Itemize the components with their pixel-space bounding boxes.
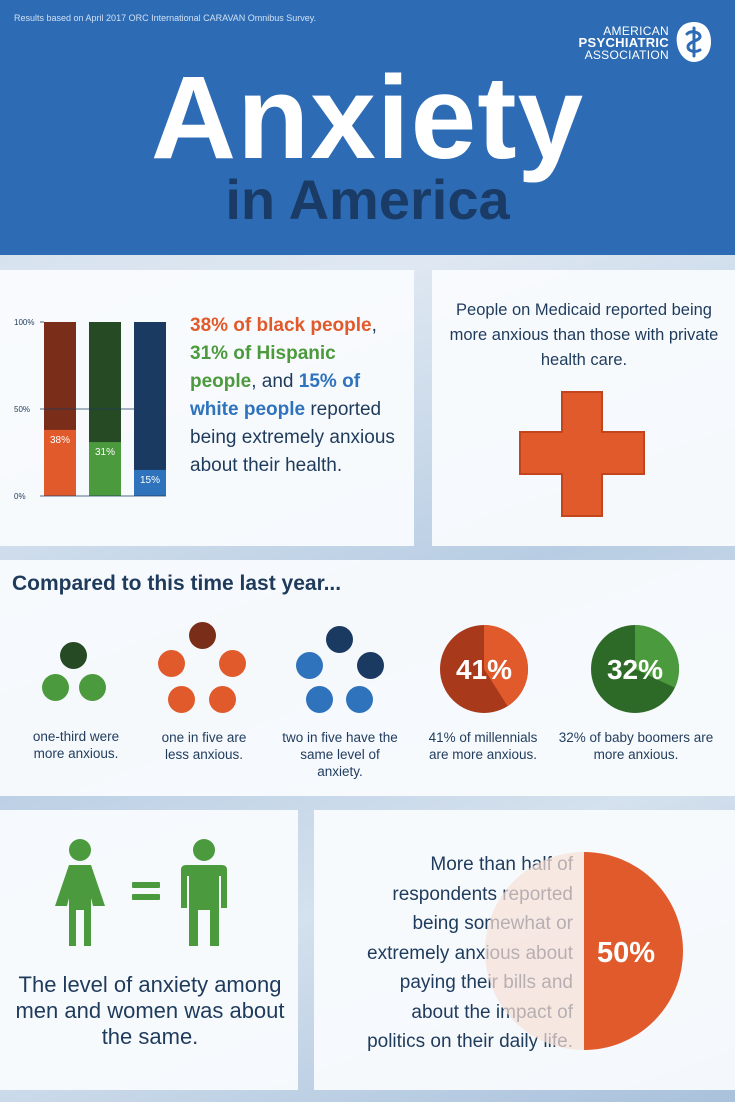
bar-value-label: 15% xyxy=(140,475,160,486)
dot xyxy=(326,626,353,653)
pie-slice xyxy=(484,625,528,707)
bar xyxy=(44,429,76,496)
race-bar-chart: 100% 50% 0% 38% 31% 15% xyxy=(14,318,166,501)
pie-slice xyxy=(635,625,679,688)
boomers-pie-chart: 32% xyxy=(591,625,679,713)
gender-panel xyxy=(0,810,298,1090)
race-stat-rest: reported being extremely anxious about t… xyxy=(190,399,395,476)
pie-background xyxy=(485,852,584,1050)
apa-logo-line1: AMERICAN xyxy=(603,24,669,38)
pie-label: 50% xyxy=(597,937,655,969)
dot xyxy=(189,622,216,649)
race-stat-text: 38% of black people, 31% of Hispanic peo… xyxy=(190,312,405,480)
dot xyxy=(219,650,246,677)
millennials-pie-chart: 41% xyxy=(440,625,528,713)
bills-text-line: politics on their daily life. xyxy=(367,1031,573,1052)
medicaid-text: People on Medicaid reported being more a… xyxy=(449,301,719,369)
y-tick-label: 0% xyxy=(14,492,26,501)
y-tick-label: 100% xyxy=(14,318,34,327)
apa-logo-text: AMERICAN PSYCHIATRIC ASSOCIATION xyxy=(579,25,669,61)
race-stat-black: 38% of black people xyxy=(190,315,372,336)
medical-cross-icon xyxy=(519,391,645,517)
race-stat-white: 15% of white people xyxy=(190,371,361,420)
apa-logo-line2: PSYCHIATRIC xyxy=(578,35,669,50)
dot xyxy=(168,686,195,713)
equals-icon xyxy=(132,882,160,900)
dot xyxy=(42,674,69,701)
compare-caption-1: one-third were more anxious. xyxy=(32,729,120,761)
page-subtitle: in America xyxy=(225,168,510,231)
apa-logo-line3: ASSOCIATION xyxy=(584,48,669,62)
compare-caption-4: 41% of millennials are more anxious. xyxy=(428,730,538,762)
dot xyxy=(158,650,185,677)
bar xyxy=(134,469,166,496)
header-banner xyxy=(0,0,735,255)
apa-emblem-icon xyxy=(676,22,711,62)
dot xyxy=(306,686,333,713)
dot xyxy=(60,642,87,669)
bar-value-label: 31% xyxy=(95,447,115,458)
dot xyxy=(209,686,236,713)
woman-icon xyxy=(55,839,105,946)
gender-icons xyxy=(55,839,227,946)
page-title: Anxiety xyxy=(150,52,585,184)
survey-note: Results based on April 2017 ORC Internat… xyxy=(14,13,317,23)
dot xyxy=(346,686,373,713)
pie-label: 41% xyxy=(456,654,512,685)
race-stat-hispanic: 31% of Hispanic people xyxy=(190,343,336,392)
man-icon xyxy=(181,839,227,946)
pie-slice xyxy=(584,852,683,1050)
gender-text: The level of anxiety among men and women… xyxy=(15,972,285,1049)
compare-caption-2: one in five are less anxious. xyxy=(161,730,247,762)
dot xyxy=(296,652,323,679)
compare-caption-5: 32% of baby boomers are more anxious. xyxy=(558,730,714,762)
y-tick-label: 50% xyxy=(14,405,30,414)
bar-value-label: 38% xyxy=(50,435,70,446)
dot xyxy=(357,652,384,679)
bills-pie-chart: 50% xyxy=(485,852,683,1050)
pie-label: 32% xyxy=(607,654,663,685)
dot xyxy=(79,674,106,701)
compare-heading: Compared to this time last year... xyxy=(12,572,342,595)
bar xyxy=(89,442,121,496)
compare-caption-3: two in five have the same level of anxie… xyxy=(282,730,398,779)
race-stat-sep1: , xyxy=(371,315,377,336)
race-stat-sep2: , and xyxy=(251,371,294,392)
